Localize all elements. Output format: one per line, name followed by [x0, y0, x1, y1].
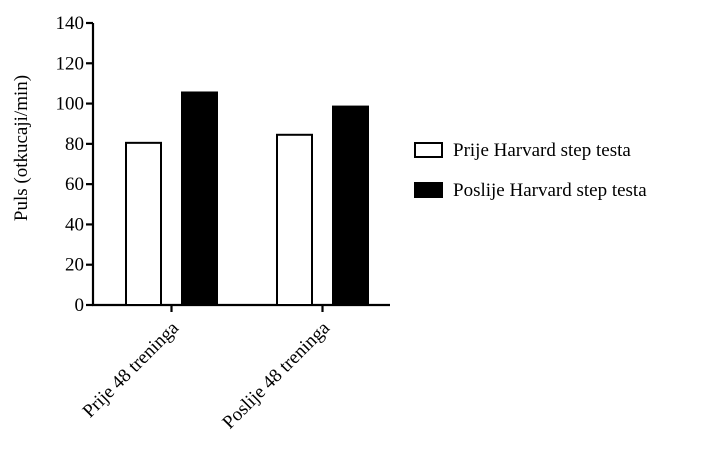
bar-before-test-after-training	[276, 133, 313, 306]
y-tick-label: 40	[65, 214, 84, 235]
y-tick-label: 60	[65, 174, 84, 195]
y-tick-label: 120	[56, 53, 85, 74]
bar-after-test-before-training	[181, 91, 218, 306]
y-axis: 0 20 40 60 80 100 120 140	[56, 13, 95, 316]
bar-before-test-before-training	[125, 141, 162, 306]
y-tick-label: 100	[56, 94, 85, 115]
bar-after-test-after-training	[332, 105, 369, 307]
y-axis-title: Puls (otkucaji/min)	[11, 75, 32, 221]
legend-swatch	[414, 182, 443, 198]
legend-swatch	[414, 142, 443, 158]
y-tick-label: 140	[56, 13, 85, 34]
bars	[125, 91, 369, 307]
x-axis	[92, 303, 390, 312]
legend-label: Prije Harvard step testa	[453, 140, 631, 161]
legend: Prije Harvard step testa Poslije Harvard …	[414, 140, 647, 201]
y-tick-label: 20	[65, 255, 84, 276]
category-label: Poslije 48 treninga	[218, 317, 334, 433]
y-tick-label: 80	[65, 134, 84, 155]
legend-label: Poslije Harvard step testa	[453, 180, 647, 201]
category-labels: Prije 48 treninga Poslije 48 treninga	[79, 317, 335, 433]
y-tick-label: 0	[75, 295, 85, 316]
category-label: Prije 48 treninga	[79, 317, 184, 422]
